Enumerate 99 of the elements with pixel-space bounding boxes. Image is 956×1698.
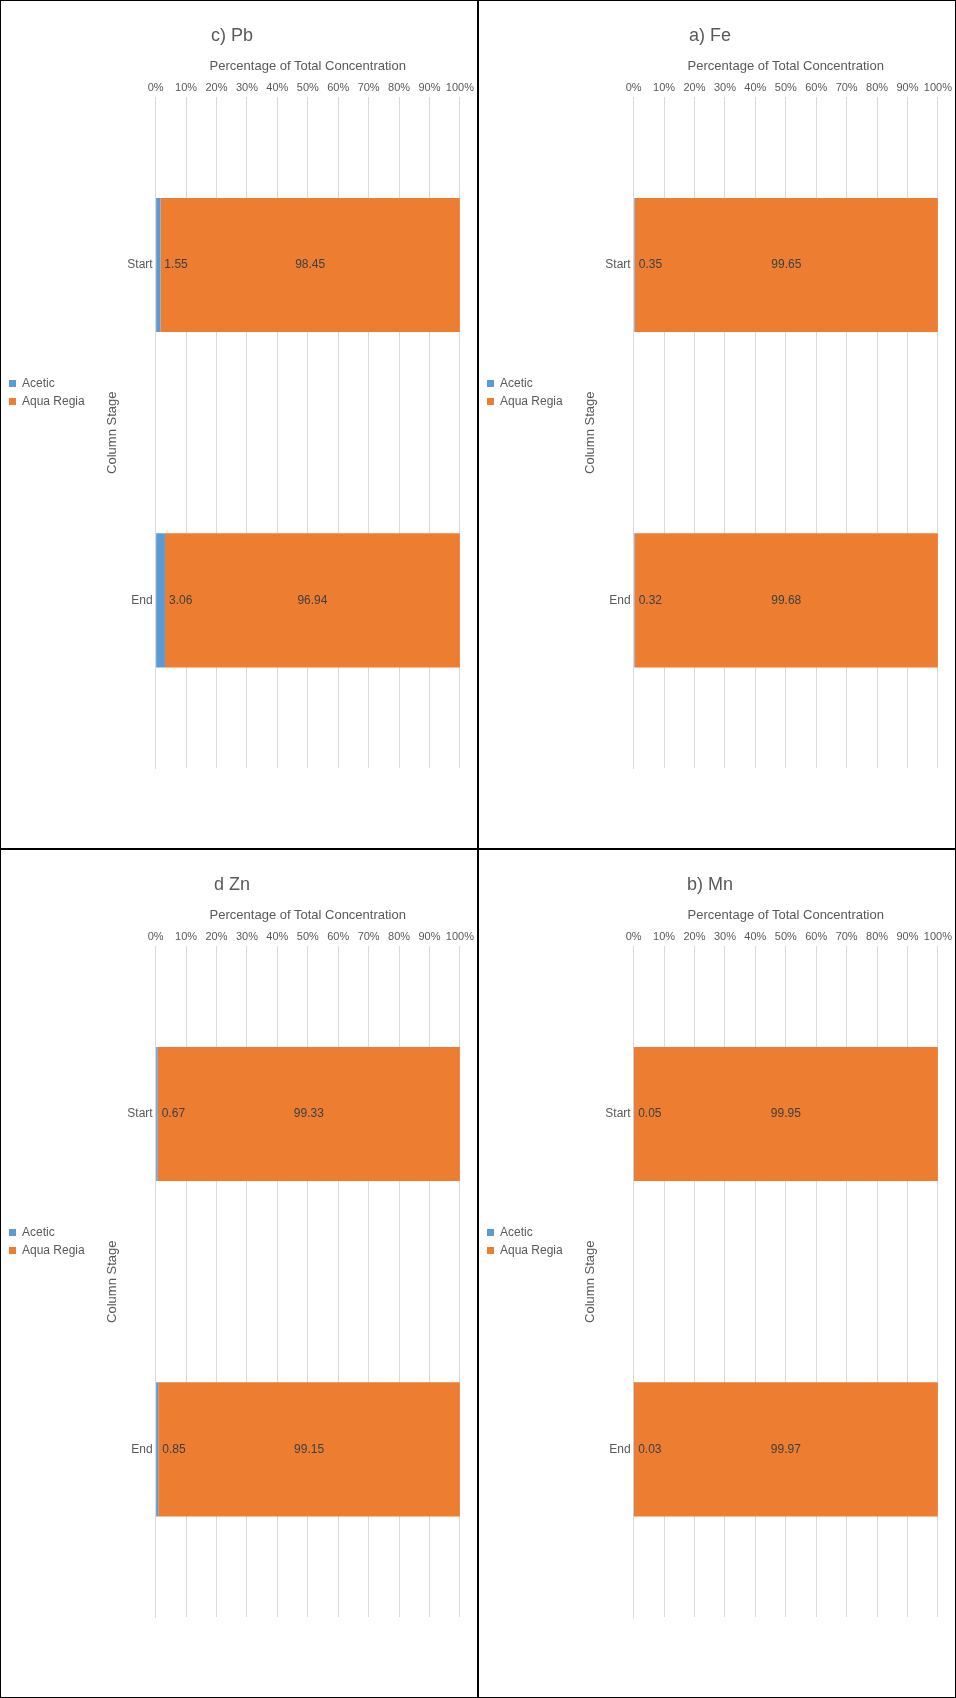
legend-label: Aqua Regia [500,393,569,408]
x-tick-label: 40% [744,80,767,93]
data-label: 0.05 [638,1106,662,1121]
x-tick-label: 90% [896,80,919,93]
x-tick-label: 90% [418,929,441,942]
x-tick-label: 10% [175,80,198,93]
y-tick-label: Start [605,1106,632,1121]
x-tick-label: 40% [744,929,767,942]
y-tick-label: End [609,1441,631,1456]
y-tick-label: End [131,1441,153,1456]
data-label: 3.06 [168,592,193,607]
x-tick-label: 80% [866,80,889,93]
legend-label: Aqua Regia [22,1242,91,1257]
x-tick-label: 70% [835,80,858,93]
data-label: 99.65 [771,257,802,272]
x-tick-label: 0% [147,929,164,942]
x-tick-label: 60% [805,80,828,93]
data-label: 98.45 [295,257,326,272]
data-label: 99.95 [770,1106,802,1121]
bar [633,1382,938,1517]
x-tick-label: 90% [418,80,441,93]
x-tick-label: 20% [683,80,706,93]
data-label: 1.55 [164,257,189,272]
x-tick-label: 10% [653,80,676,93]
x-tick-label: 0% [625,80,642,93]
legend-label: Acetic [500,375,539,390]
data-label: 96.94 [297,592,328,607]
x-tick-label: 70% [357,929,380,942]
x-tick-label: 40% [266,929,289,942]
bar [158,1382,460,1517]
x-axis-title: Percentage of Total Concentration [687,57,884,73]
x-tick-label: 50% [774,929,798,942]
chart-title: b) Mn [686,873,734,894]
bar [156,1382,159,1517]
bar [634,533,938,668]
x-tick-label: 50% [774,80,798,93]
bar [164,533,460,668]
data-label: 0.67 [161,1106,186,1121]
x-tick-label: 10% [653,929,676,942]
x-tick-label: 70% [357,80,380,93]
x-tick-label: 10% [175,929,198,942]
x-tick-label: 30% [235,80,259,93]
x-tick-label: 100% [445,80,475,93]
data-label: 0.35 [638,257,663,272]
chart-title: a) Fe [688,24,732,45]
x-tick-label: 60% [327,80,350,93]
y-tick-label: Start [127,1106,154,1121]
x-tick-label: 100% [923,80,953,93]
data-label: 99.15 [294,1441,325,1456]
legend-label: Aqua Regia [22,393,91,408]
x-tick-label: 60% [805,929,828,942]
x-tick-label: 40% [266,80,289,93]
x-tick-label: 80% [866,929,889,942]
x-tick-label: 20% [683,929,706,942]
data-label: 99.33 [293,1106,325,1121]
x-axis-title: Percentage of Total Concentration [687,906,884,922]
x-tick-label: 50% [296,929,320,942]
x-tick-label: 30% [713,929,737,942]
x-tick-label: 70% [835,929,858,942]
x-tick-label: 80% [388,929,411,942]
y-tick-label: End [609,592,631,607]
bar [634,197,938,333]
data-label: 0.32 [638,592,663,607]
bar [156,197,161,333]
legend-label: Aqua Regia [500,1242,569,1257]
legend-label: Acetic [22,1224,61,1239]
y-axis-title: Column Stage [582,1240,598,1323]
x-tick-label: 50% [296,80,320,93]
y-axis-title: Column Stage [582,391,598,474]
x-tick-label: 30% [235,929,259,942]
y-axis-title: Column Stage [104,1240,120,1323]
data-label: 99.97 [770,1441,802,1456]
data-label: 0.85 [162,1441,186,1456]
legend-label: Acetic [22,375,61,390]
chart-title: c) Pb [210,24,254,45]
x-tick-label: 80% [388,80,411,93]
bar [633,1046,938,1182]
x-tick-label: 20% [205,929,228,942]
x-tick-label: 60% [327,929,350,942]
data-label: 99.68 [771,592,802,607]
bar [160,197,460,333]
x-tick-label: 100% [923,929,953,942]
data-label: 0.03 [638,1441,662,1456]
x-axis-title: Percentage of Total Concentration [209,906,406,922]
chart-title: d Zn [213,873,251,894]
y-tick-label: End [131,592,153,607]
x-tick-label: 100% [445,929,475,942]
x-tick-label: 30% [713,80,737,93]
y-tick-label: Start [127,257,154,272]
legend-label: Acetic [500,1224,539,1239]
bar [156,533,165,668]
y-axis-title: Column Stage [104,391,120,474]
x-tick-label: 0% [625,929,642,942]
bar [157,1046,460,1182]
x-tick-label: 20% [205,80,228,93]
x-tick-label: 90% [896,929,919,942]
x-tick-label: 0% [147,80,164,93]
y-tick-label: Start [605,257,632,272]
x-axis-title: Percentage of Total Concentration [209,57,406,73]
